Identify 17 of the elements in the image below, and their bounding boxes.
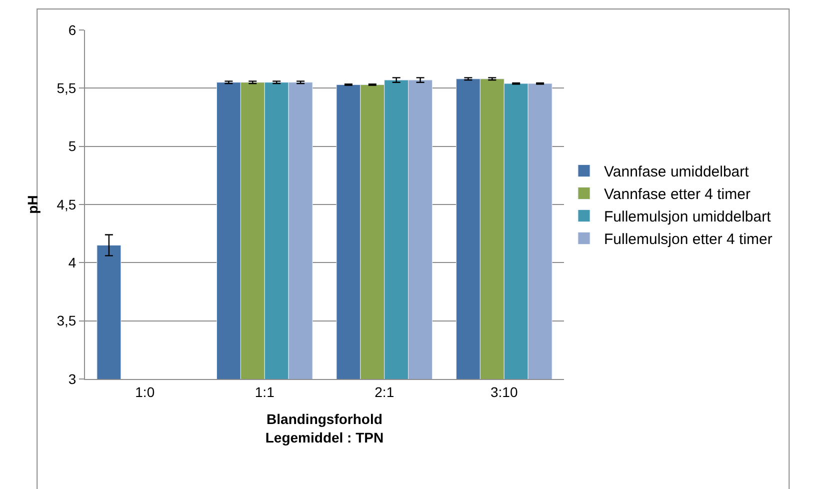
x-axis-title: Blandingsforhold Legemiddel : TPN [265,411,384,446]
legend-label: Fullemulsjon etter 4 timer [604,231,772,248]
y-tick-label: 3,5 [56,312,76,329]
legend-label: Vannfase etter 4 timer [604,186,750,204]
y-tick-label: 4 [68,254,76,271]
legend-label: Vannfase umiddelbart [604,164,750,181]
y-tick-label: 4,5 [56,196,76,212]
y-axis-title: pH [24,195,40,214]
x-tick-label: 3:10 [490,384,518,400]
x-tick-label: 2:1 [374,384,394,400]
y-tick-label: 3 [68,370,76,387]
legend-label: Fullemulsjon umiddelbart [604,208,772,226]
x-tick-label: 1:1 [254,384,275,400]
x-tick-label: 1:0 [135,384,155,400]
y-tick-label: 5 [68,138,76,154]
y-tick-label: 6 [68,22,76,38]
y-tick-label: 5,5 [56,80,76,96]
